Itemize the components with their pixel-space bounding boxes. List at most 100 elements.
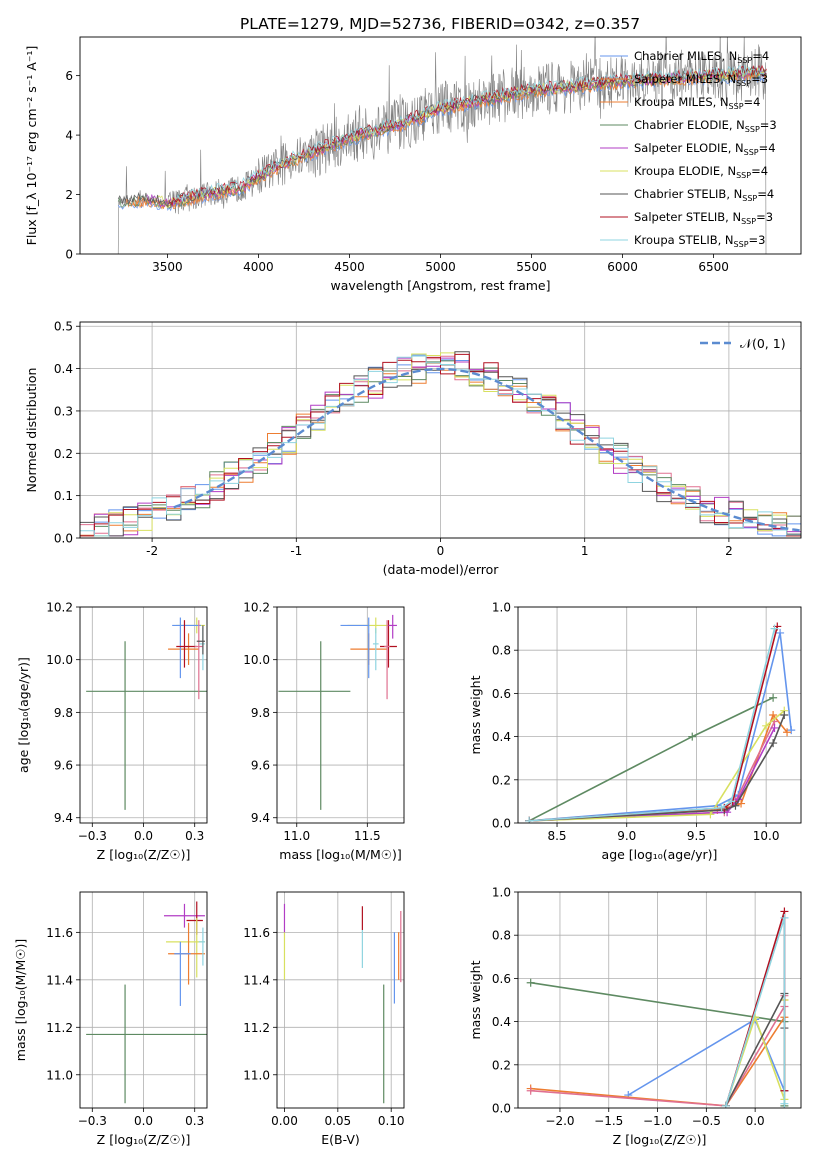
- x-tick-label: −1.5: [594, 1114, 623, 1128]
- y-axis-label: mass weight: [468, 960, 483, 1039]
- x-tick-label: 6500: [698, 260, 729, 274]
- axes-frame: [276, 606, 405, 824]
- x-tick-label: 4000: [243, 260, 274, 274]
- legend-entry-3: Kroupa MILES, NSSP=4: [634, 95, 760, 111]
- y-tick-label: 10.2: [243, 601, 270, 615]
- weight-marker: [780, 711, 789, 719]
- y-axis-label: age [log₁₀(age/yr)]: [16, 657, 31, 773]
- weight-marker: [762, 721, 771, 730]
- y-tick-label: 10.2: [46, 601, 73, 615]
- y-tick-label: 0: [65, 248, 73, 262]
- x-tick-label: 0: [437, 544, 445, 558]
- legend-text-pre: Chabrier STELIB, N: [634, 187, 742, 201]
- weight-marker: [770, 624, 779, 633]
- legend-text-sub: SSP: [745, 125, 760, 134]
- x-axis-label: Z [log₁₀(Z/Z☉)]: [97, 847, 191, 862]
- x-axis-label: Z [log₁₀(Z/Z☉)]: [97, 1132, 191, 1147]
- legend-text-sub: SSP: [742, 194, 757, 203]
- panel-mass_vs_EBV: 0.00 0.05 0.10 11.0 11.2 11.4 11.6 E(B-V): [243, 891, 405, 1147]
- x-tick-label: 4500: [334, 260, 365, 274]
- panel-age_vs_Z: −0.3 0.0 0.3 9.4 9.6 9.8 10.0 10.2 Z [log₁₀(Z/Z☉…: [16, 601, 208, 862]
- legend-text-pre: Salpeter MILES, N: [634, 72, 736, 86]
- plot-area: [278, 614, 397, 810]
- weight-marker: [526, 1086, 535, 1095]
- x-tick-label: 3500: [152, 260, 183, 274]
- axes-frame: [79, 891, 208, 1109]
- axes-frame: [79, 36, 802, 255]
- legend-normal-label: 𝒩(0, 1): [740, 336, 786, 351]
- legend-text-pre: Chabrier ELODIE, N: [634, 118, 745, 132]
- legend-entry-8: Salpeter STELIB, NSSP=3: [634, 210, 773, 226]
- weight-marker: [526, 978, 535, 987]
- plot-area: [525, 622, 796, 823]
- y-tick-label: 9.4: [54, 811, 73, 825]
- y-tick-label: 9.8: [251, 706, 270, 720]
- y-axis-label: mass weight: [468, 675, 483, 754]
- weight-marker: [727, 797, 736, 806]
- x-axis-label: Z [log₁₀(Z/Z☉)]: [613, 1132, 707, 1147]
- x-tick-label: 0.0: [746, 1114, 765, 1128]
- legend-text-pre: Kroupa MILES, N: [634, 95, 729, 109]
- legend-text-post: =4: [744, 95, 761, 109]
- weight-marker: [769, 739, 778, 748]
- x-tick-label: −0.5: [692, 1114, 721, 1128]
- weight-series-9: [529, 628, 776, 822]
- weight-marker: [780, 1099, 789, 1108]
- y-tick-label: 4: [65, 129, 73, 143]
- legend-text-sub: SSP: [744, 148, 759, 157]
- y-tick-label: 10.0: [243, 653, 270, 667]
- axes-frame: [79, 606, 208, 824]
- legend-text-post: =4: [752, 49, 769, 63]
- y-axis-label: Normed distribution: [24, 368, 39, 493]
- plot-area: [283, 903, 402, 1104]
- x-axis-label: wavelength [Angstrom, rest frame]: [330, 278, 550, 293]
- y-tick-label: 1.0: [492, 886, 511, 900]
- weight-marker: [717, 803, 726, 812]
- plot-area: [80, 351, 801, 537]
- legend-text-sub: SSP: [736, 171, 751, 180]
- legend-entry-1: Chabrier MILES, NSSP=4: [634, 49, 769, 65]
- x-tick-label: -2: [146, 544, 158, 558]
- weight-marker: [776, 628, 785, 637]
- y-tick-label: 11.4: [46, 973, 73, 987]
- x-axis-label: E(B-V): [321, 1132, 360, 1147]
- axes-frame: [79, 321, 802, 539]
- weight-marker: [525, 816, 534, 823]
- model-spectrum-line-7: [117, 65, 767, 208]
- panel-age_vs_mass: 11.0 11.5 9.4 9.6 9.8 10.0 10.2 mass [log₁₀(M/M…: [243, 601, 405, 862]
- y-tick-label: 11.6: [243, 926, 270, 940]
- y-tick-label: 0.4: [492, 730, 511, 744]
- y-tick-label: 0.2: [54, 447, 73, 461]
- y-tick-label: 0.4: [492, 1015, 511, 1029]
- plot-area: [86, 901, 207, 1104]
- plot-area: [117, 37, 767, 254]
- y-tick-label: 0.1: [54, 489, 73, 503]
- x-axis-label: mass [log₁₀(M/M☉)]: [279, 847, 401, 862]
- legend-text-pre: Salpeter ELODIE, N: [634, 141, 744, 155]
- legend-entry-5: Salpeter ELODIE, NSSP=4: [634, 141, 776, 157]
- legend-text-post: =4: [757, 187, 774, 201]
- axes-frame: [276, 891, 405, 1109]
- x-tick-label: 0.3: [185, 1114, 204, 1128]
- weight-marker: [769, 711, 778, 719]
- x-tick-label: 5000: [425, 260, 456, 274]
- x-tick-label: −1.0: [643, 1114, 672, 1128]
- y-tick-label: 0.5: [54, 320, 73, 334]
- y-axis-label: Flux [f_λ 10⁻¹⁷ erg cm⁻² s⁻¹ A⁻¹]: [24, 46, 39, 246]
- panel-spectrum: 3500 4000 4500 5000 5500 6000 6500 0 2 4 6 waveleng…: [24, 36, 802, 293]
- plot-area: [526, 907, 789, 1108]
- legend-text-sub: SSP: [741, 217, 756, 226]
- legend-text-sub: SSP: [736, 79, 751, 88]
- y-tick-label: 1.0: [492, 601, 511, 615]
- model-spectrum-line-9: [176, 65, 767, 203]
- panel-massweight_vs_Z: −2.0 −1.5 −1.0 −0.5 0.0 0.0 0.2 0.4 0.6 0.8 1.0 Z […: [468, 886, 802, 1147]
- legend-entry-2: Salpeter MILES, NSSP=3: [634, 72, 768, 88]
- panel-massweight_vs_age: 8.5 9.0 9.5 10.0 0.0 0.2 0.4 0.6 0.8 1.0 age [log₁…: [468, 601, 802, 862]
- x-tick-label: 8.5: [547, 829, 566, 843]
- x-tick-label: 0.05: [324, 1114, 351, 1128]
- legend-text-post: =3: [760, 118, 777, 132]
- weight-marker: [769, 693, 778, 702]
- y-tick-label: 11.0: [243, 1068, 270, 1082]
- x-tick-label: 1: [581, 544, 589, 558]
- x-tick-label: 10.0: [753, 829, 780, 843]
